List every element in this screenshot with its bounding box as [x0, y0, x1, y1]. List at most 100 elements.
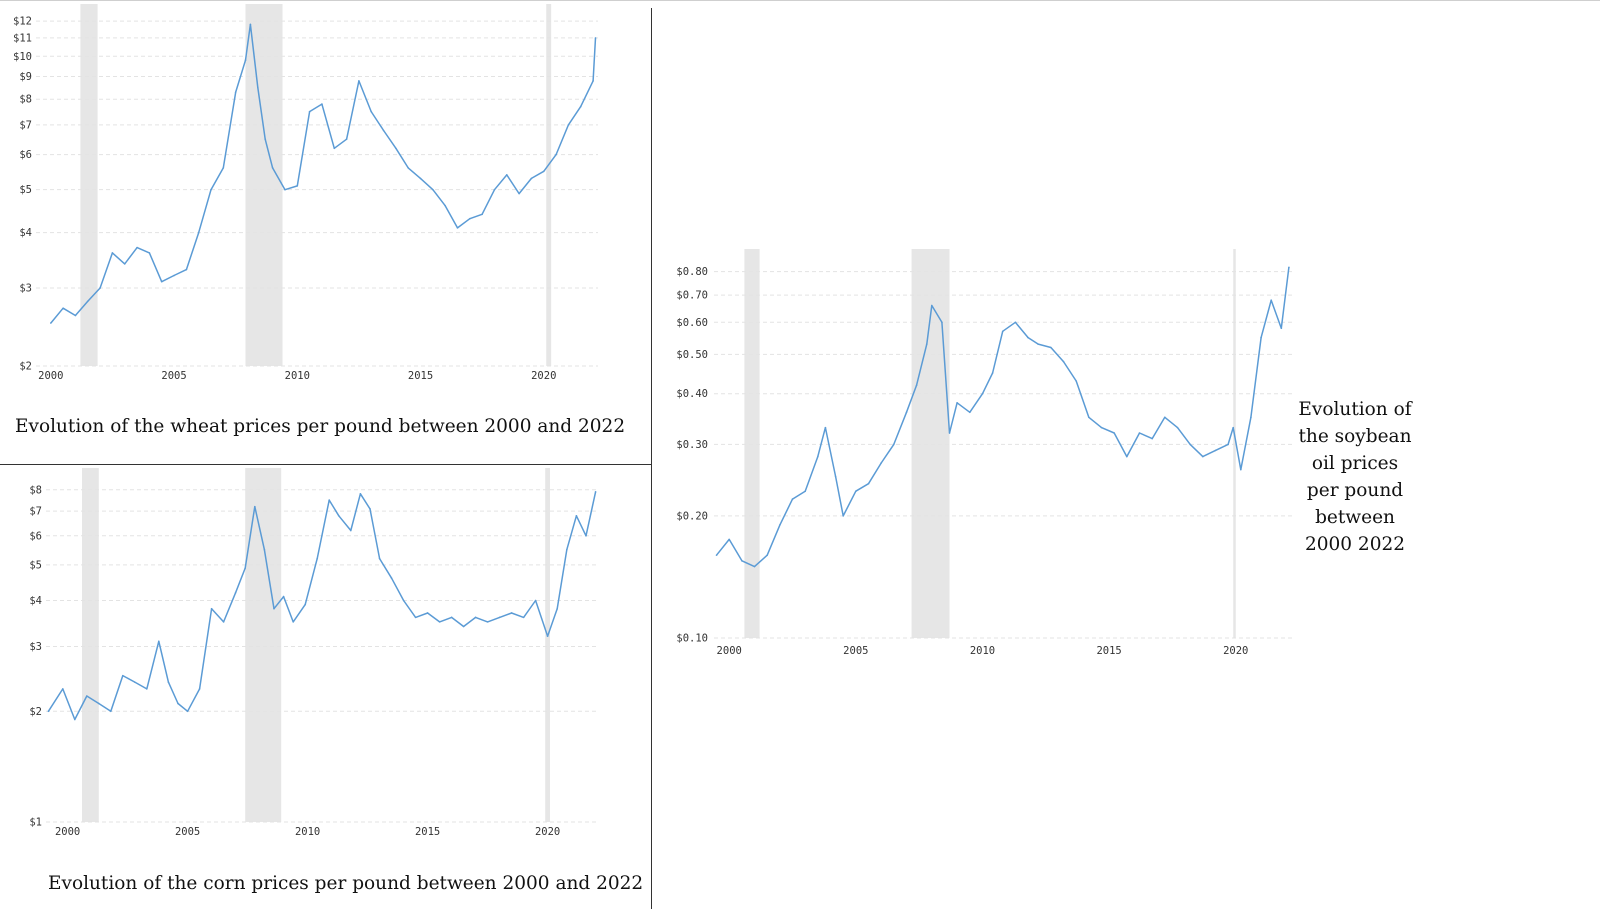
wheat-data-point: [567, 124, 570, 126]
wheat-x-tick-label: 2010: [285, 370, 310, 382]
wheat-data-point: [456, 227, 459, 229]
corn-y-tick-label: $3: [29, 641, 42, 653]
soybean-oil-data-point: [956, 401, 958, 404]
wheat-data-point: [333, 147, 336, 150]
corn-data-point: [328, 499, 331, 501]
horizontal-divider: [0, 464, 652, 465]
soybean-oil-recession-band: [744, 249, 760, 638]
wheat-data-point: [395, 147, 397, 150]
soybean-oil-data-point: [779, 524, 781, 526]
wheat-y-tick-label: $5: [19, 184, 32, 196]
soybean-oil-data-point: [766, 554, 768, 556]
wheat-data-point: [244, 59, 247, 61]
soybean-oil-data-point: [834, 475, 837, 478]
soybean-oil-data-point: [1027, 336, 1029, 339]
corn-data-point: [263, 548, 266, 551]
corn-data-point: [594, 491, 597, 493]
wheat-data-point: [530, 177, 533, 180]
soybean-oil-data-point: [867, 482, 870, 485]
soybean-oil-data-point: [753, 565, 756, 568]
soybean-oil-chart-caption: Evolution of the soybean oil prices per …: [1298, 399, 1412, 555]
corn-chart: $1 $2 $3 $4 $5 $6 $7 $8 2000 2005 2010 2015 2020: [29, 468, 598, 838]
wheat-data-point: [123, 263, 126, 265]
wheat-data-point: [555, 153, 557, 156]
soybean-oil-data-point: [1240, 468, 1242, 471]
soybean-oil-data-point: [1001, 330, 1004, 333]
wheat-data-point: [419, 177, 422, 180]
wheat-data-point: [257, 86, 259, 89]
corn-x-tick-label: 2005: [175, 826, 200, 838]
corn-data-point: [575, 514, 578, 517]
corn-data-point: [86, 695, 88, 697]
wheat-y-tick-label: $9: [19, 71, 32, 83]
corn-y-tick-label: $7: [29, 506, 42, 518]
wheat-data-point: [284, 188, 286, 191]
wheat-chart: $2 $3 $4 $5 $6 $7 $8 $9 $10 $11 $12 2000 2005 2010 201…: [13, 4, 598, 382]
soybean-oil-y-tick-label: $0.70: [676, 290, 708, 302]
corn-data-point: [273, 607, 275, 610]
soybean-oil-x-tick-label: 2010: [970, 645, 995, 657]
soybean-oil-data-point: [1088, 416, 1090, 419]
corn-data-point: [167, 681, 170, 683]
wheat-y-tick-label: $3: [19, 282, 32, 294]
wheat-x-tick-label: 2005: [161, 370, 186, 382]
corn-y-tick-label: $4: [29, 595, 42, 607]
corn-data-point: [222, 621, 225, 623]
corn-y-tick-label: $8: [29, 484, 42, 496]
soybean-oil-data-point: [1176, 426, 1179, 429]
wheat-data-point: [86, 300, 89, 303]
soybean-oil-data-point: [1113, 432, 1115, 434]
wheat-recession-band: [245, 4, 283, 366]
soybean-oil-data-point: [1288, 266, 1290, 269]
wheat-x-tick-label: 2020: [531, 370, 556, 382]
soybean-oil-data-point: [1214, 449, 1217, 452]
soybean-oil-data-point: [817, 455, 819, 458]
wheat-data-point: [382, 129, 385, 132]
soybean-oil-data-point: [1232, 426, 1235, 429]
soybean-oil-data-point: [1280, 327, 1283, 330]
corn-data-point: [292, 621, 295, 623]
corn-x-tick-label: 2010: [295, 826, 320, 838]
soybean-oil-data-point: [728, 538, 730, 541]
wheat-data-point: [62, 307, 64, 310]
corn-data-point: [426, 612, 429, 614]
soybean-oil-data-point: [842, 515, 844, 517]
corn-data-point: [122, 674, 124, 677]
soybean-oil-data-point: [1202, 455, 1204, 458]
soybean-oil-chart-panel: $0.10 $0.20 $0.30 $0.40 $0.50 $0.60 $0.70 $0.80…: [652, 0, 1600, 909]
soybean-oil-data-point: [715, 554, 718, 556]
corn-data-point: [338, 514, 340, 517]
wheat-y-tick-label: $6: [19, 149, 32, 161]
wheat-y-tick-label: $11: [13, 32, 32, 44]
corn-data-point: [304, 603, 307, 606]
soybean-oil-data-point: [931, 304, 933, 307]
corn-x-tick-label: 2020: [535, 826, 560, 838]
wheat-data-point: [234, 91, 237, 93]
soybean-oil-data-point: [1189, 443, 1191, 446]
wheat-data-point: [264, 138, 267, 140]
corn-data-point: [522, 616, 525, 619]
corn-data-point: [62, 688, 64, 690]
corn-data-point: [359, 493, 362, 495]
soybean-oil-data-point: [1100, 426, 1103, 429]
corn-price-line: [47, 491, 597, 721]
corn-data-point: [378, 557, 381, 560]
corn-y-tick-label: $2: [29, 706, 42, 718]
corn-data-point: [450, 616, 453, 619]
wheat-data-point: [579, 105, 582, 108]
wheat-chart-caption: Evolution of the wheat prices per pound …: [15, 416, 626, 437]
soybean-oil-data-point: [981, 392, 984, 395]
corn-data-point: [556, 607, 558, 610]
soybean-oil-data-point: [1037, 343, 1039, 345]
corn-data-point: [350, 529, 352, 532]
soybean-oil-data-point: [741, 559, 743, 562]
soybean-oil-data-point: [941, 321, 943, 324]
soybean-oil-y-tick-label: $0.30: [676, 439, 708, 451]
corn-data-point: [282, 595, 285, 598]
corn-data-point: [74, 718, 76, 721]
soybean-oil-data-point: [969, 411, 971, 414]
corn-data-point: [146, 688, 148, 690]
corn-data-point: [234, 591, 237, 594]
wheat-data-point: [222, 167, 225, 169]
soybean-oil-data-point: [915, 384, 918, 386]
